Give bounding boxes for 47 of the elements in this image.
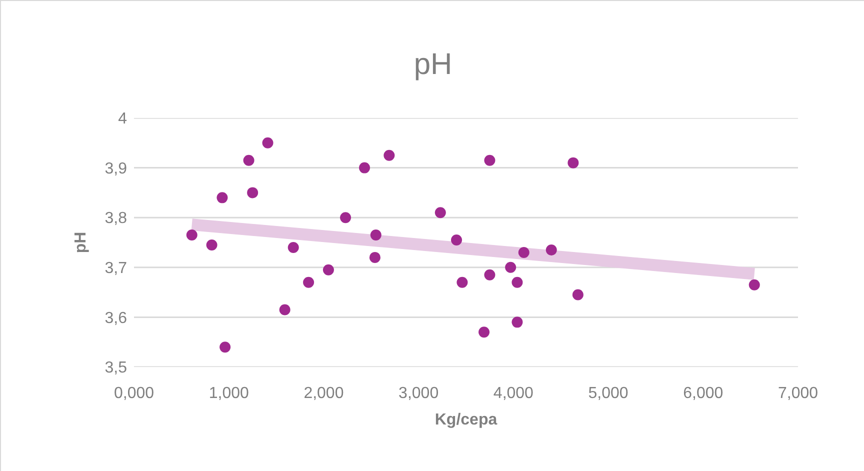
point: [518, 246, 530, 258]
point: [568, 157, 579, 168]
point: [359, 162, 370, 174]
point: [186, 230, 198, 241]
x-tick-label: 0,000: [114, 385, 154, 402]
point: [288, 242, 299, 253]
point: [546, 244, 557, 256]
y-tick-label: 3,5: [104, 360, 128, 377]
y-axis-title: pH: [72, 232, 90, 254]
y-tick-label: 3,8: [104, 210, 128, 228]
x-tick-label: 2,000: [304, 385, 344, 402]
x-tick-label: 4,000: [493, 385, 534, 402]
point: [505, 262, 516, 273]
point: [279, 304, 290, 316]
x-axis-title: Kg/cepa: [434, 412, 498, 429]
point: [451, 234, 462, 246]
point: [262, 137, 274, 148]
x-tick-label: 6,000: [683, 385, 724, 402]
point: [206, 239, 218, 250]
y-tick-label: 3,6: [104, 310, 128, 327]
x-tick-label: 5,000: [588, 385, 628, 402]
x-tick-label: 3,000: [398, 385, 439, 402]
point: [484, 154, 496, 166]
point: [484, 269, 496, 280]
point: [512, 276, 523, 288]
x-tick-label: 7,000: [778, 385, 818, 402]
point: [216, 192, 228, 204]
y-tick-label: 3,7: [104, 260, 128, 277]
point: [748, 279, 760, 290]
point: [384, 150, 395, 161]
point: [369, 252, 380, 263]
point: [370, 230, 382, 241]
point: [572, 289, 584, 300]
point: [434, 207, 446, 218]
x-tick-label: 1,000: [208, 385, 249, 402]
point: [220, 342, 231, 353]
point: [340, 212, 352, 224]
point: [322, 264, 334, 276]
y-tick-label: 4: [118, 110, 128, 128]
point: [478, 326, 490, 338]
point: [512, 316, 523, 328]
point: [456, 276, 468, 288]
point: [247, 187, 258, 198]
point: [243, 154, 254, 166]
point: [303, 276, 314, 288]
y-tick-label: 3,9: [104, 160, 128, 178]
chart-title: pH: [414, 48, 452, 81]
